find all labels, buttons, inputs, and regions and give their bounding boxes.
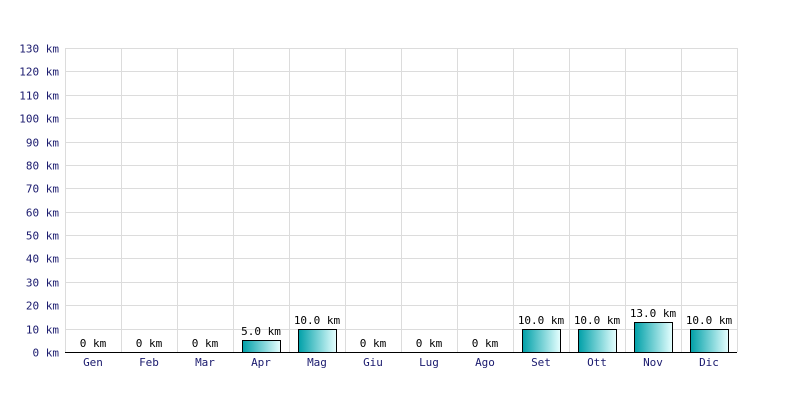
y-tick-label: 100 km [19, 113, 59, 126]
data-label-mag: 10.0 km [294, 314, 341, 327]
y-tick-label: 90 km [26, 137, 59, 150]
data-label-dic: 10.0 km [686, 314, 733, 327]
bar-dic [690, 329, 729, 353]
y-tick-label: 70 km [26, 183, 59, 196]
y-tick-label: 60 km [26, 207, 59, 220]
y-tick-label: 0 km [33, 347, 60, 360]
y-tick-label: 40 km [26, 253, 59, 266]
x-tick-label-ago: Ago [475, 356, 495, 369]
x-tick-label-lug: Lug [419, 356, 439, 369]
data-label-apr: 5.0 km [241, 325, 281, 338]
y-tick-label: 120 km [19, 66, 59, 79]
y-tick-label: 80 km [26, 160, 59, 173]
y-tick-label: 50 km [26, 230, 59, 243]
bar-ott [578, 329, 617, 353]
y-tick-label: 30 km [26, 277, 59, 290]
x-tick-label-feb: Feb [139, 356, 159, 369]
x-tick-label-apr: Apr [251, 356, 271, 369]
data-label-lug: 0 km [416, 337, 443, 350]
x-tick-label-ott: Ott [587, 356, 607, 369]
x-tick-label-gen: Gen [83, 356, 103, 369]
labels-layer: 0 km 10 km 20 km 30 km 40 km 50 km 60 km 70 km 8… [19, 43, 732, 370]
data-label-nov: 13.0 km [630, 307, 677, 320]
x-tick-label-set: Set [531, 356, 551, 369]
x-tick-label-nov: Nov [643, 356, 663, 369]
x-tick-label-giu: Giu [363, 356, 383, 369]
data-label-giu: 0 km [360, 337, 387, 350]
data-label-mar: 0 km [192, 337, 219, 350]
grid-layer [65, 48, 738, 352]
bar-set [522, 329, 561, 353]
bars-layer [242, 322, 729, 353]
bar-nov [634, 322, 673, 353]
data-label-set: 10.0 km [518, 314, 565, 327]
data-label-ott: 10.0 km [574, 314, 621, 327]
data-label-ago: 0 km [472, 337, 499, 350]
y-tick-label: 110 km [19, 90, 59, 103]
x-tick-label-mag: Mag [307, 356, 327, 369]
x-tick-label-dic: Dic [699, 356, 719, 369]
bar-mag [298, 329, 337, 353]
data-label-feb: 0 km [136, 337, 163, 350]
data-label-gen: 0 km [80, 337, 107, 350]
bar-apr [242, 340, 281, 353]
y-tick-label: 130 km [19, 43, 59, 56]
y-tick-label: 10 km [26, 324, 59, 337]
x-tick-label-mar: Mar [195, 356, 215, 369]
y-tick-label: 20 km [26, 300, 59, 313]
